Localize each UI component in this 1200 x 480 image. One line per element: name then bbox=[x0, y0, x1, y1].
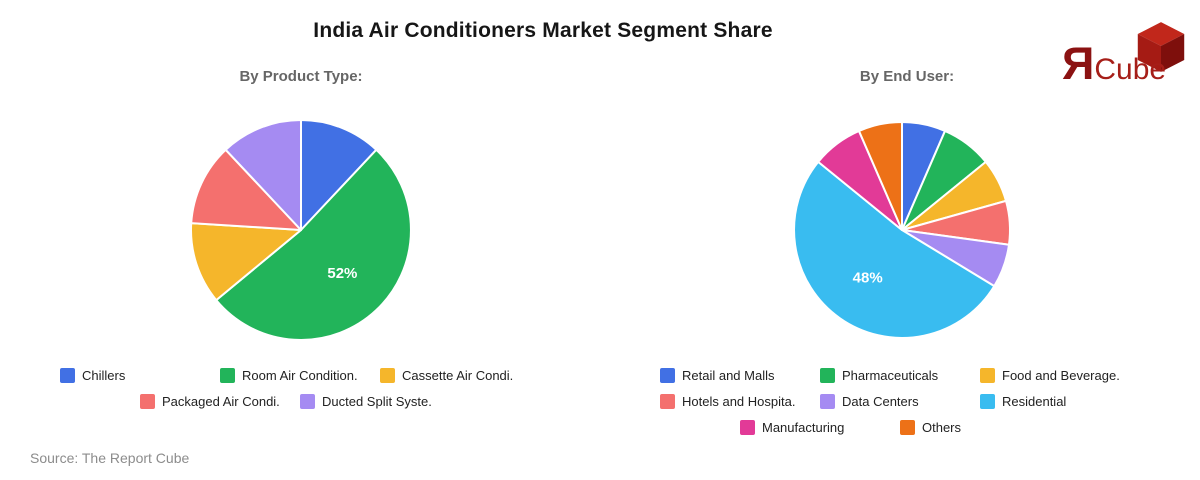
legend-swatch bbox=[980, 367, 995, 383]
legend-swatch bbox=[980, 393, 995, 409]
report-cube-logo: ЯCube bbox=[1062, 22, 1185, 86]
page-title: India Air Conditioners Market Segment Sh… bbox=[313, 19, 773, 42]
legend-item[interactable]: Chillers bbox=[60, 367, 220, 383]
legend-label: Residential bbox=[1002, 393, 1067, 409]
legend-label: Others bbox=[922, 419, 962, 435]
legend-item[interactable]: Data Centers bbox=[820, 393, 980, 409]
legend-label: Food and Beverage. bbox=[1002, 367, 1120, 383]
subtitle-end-user: By End User: bbox=[859, 68, 955, 85]
legend-item[interactable]: Cassette Air Condi. bbox=[380, 367, 540, 383]
legend-label: Room Air Condition. bbox=[242, 367, 358, 383]
legend-swatch bbox=[60, 367, 75, 383]
pie-slice[interactable] bbox=[215, 148, 412, 341]
legend-row: Packaged Air Condi. Ducted Split Syste. bbox=[60, 388, 540, 414]
legend-label: Packaged Air Condi. bbox=[162, 393, 280, 409]
legend-swatch bbox=[820, 393, 835, 409]
legend-label: Data Centers bbox=[842, 393, 919, 409]
legend-swatch bbox=[740, 419, 755, 435]
legend-item[interactable]: Ducted Split Syste. bbox=[300, 393, 460, 409]
legend-item[interactable]: Food and Beverage. bbox=[980, 367, 1140, 383]
legend-end-user: Retail and Malls Pharmaceuticals Food and … bbox=[660, 362, 1140, 440]
subtitle-product-type: By Product Type: bbox=[239, 68, 363, 85]
pie-slice[interactable] bbox=[190, 222, 302, 302]
legend-item[interactable]: Pharmaceuticals bbox=[820, 367, 980, 383]
legend-label: Chillers bbox=[82, 367, 126, 383]
legend-swatch bbox=[660, 393, 675, 409]
legend-label: Hotels and Hospita. bbox=[682, 393, 796, 409]
source-text: Source: The Report Cube bbox=[30, 450, 190, 466]
legend-item[interactable]: Packaged Air Condi. bbox=[140, 393, 300, 409]
legend-swatch bbox=[820, 367, 835, 383]
legend-label: Cassette Air Condi. bbox=[402, 367, 514, 383]
cube-3d-icon bbox=[1137, 22, 1185, 72]
slice-percent-label: 52% bbox=[327, 265, 357, 282]
legend-item[interactable]: Residential bbox=[980, 393, 1140, 409]
legend-row: Manufacturing Others bbox=[660, 414, 1140, 440]
pie-slice[interactable] bbox=[224, 119, 302, 231]
legend-row: Chillers Room Air Condition. Cassette Air … bbox=[60, 362, 540, 388]
legend-label: Retail and Malls bbox=[682, 367, 775, 383]
legend-item[interactable]: Others bbox=[900, 419, 1060, 435]
legend-item[interactable]: Retail and Malls bbox=[660, 367, 820, 383]
legend-row: Hotels and Hospita. Data Centers Residenti… bbox=[660, 388, 1140, 414]
legend-label: Pharmaceuticals bbox=[842, 367, 939, 383]
legend-swatch bbox=[380, 367, 395, 383]
legend-label: Manufacturing bbox=[762, 419, 845, 435]
legend-item[interactable]: Room Air Condition. bbox=[220, 367, 380, 383]
legend-swatch bbox=[660, 367, 675, 383]
pie-slice[interactable] bbox=[793, 160, 996, 339]
legend-product-type: Chillers Room Air Condition. Cassette Air … bbox=[60, 362, 540, 414]
pie-slice[interactable] bbox=[190, 148, 302, 231]
pie-slice[interactable] bbox=[857, 121, 903, 231]
legend-swatch bbox=[900, 419, 915, 435]
logo-r-glyph: Я bbox=[1062, 38, 1094, 89]
slice-percent-label: 48% bbox=[853, 269, 883, 286]
logo-text: ЯCube bbox=[1062, 41, 1166, 86]
legend-item[interactable]: Hotels and Hospita. bbox=[660, 393, 820, 409]
legend-row: Retail and Malls Pharmaceuticals Food and … bbox=[660, 362, 1140, 388]
legend-label: Ducted Split Syste. bbox=[322, 393, 432, 409]
legend-swatch bbox=[220, 367, 235, 383]
legend-swatch bbox=[140, 393, 155, 409]
pie-slice[interactable] bbox=[300, 119, 378, 231]
legend-swatch bbox=[300, 393, 315, 409]
legend-item[interactable]: Manufacturing bbox=[740, 419, 900, 435]
logo-cube-text: Cube bbox=[1094, 53, 1167, 86]
